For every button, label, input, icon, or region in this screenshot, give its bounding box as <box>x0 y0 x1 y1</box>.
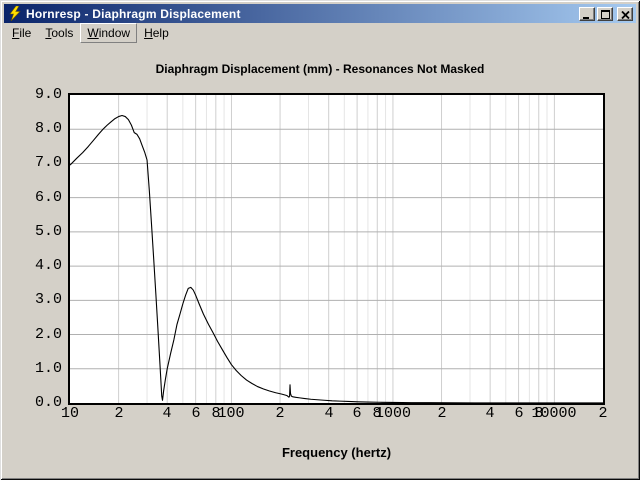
displacement-curve-chart <box>68 93 605 405</box>
x-axis-title: Frequency (hertz) <box>281 445 392 460</box>
x-tick-label: 10000 <box>531 405 577 422</box>
y-tick-label: 5.0 <box>34 223 62 240</box>
title-bar[interactable]: Hornresp - Diaphragm Displacement <box>4 4 636 23</box>
menu-item-window[interactable]: Window <box>80 22 138 43</box>
y-tick-label: 9.0 <box>34 86 62 103</box>
square-outline-icon <box>600 9 610 19</box>
displacement-curve <box>69 114 603 404</box>
chart-title: Diaphragm Displacement (mm) - Resonances… <box>155 62 485 76</box>
y-tick-label: 7.0 <box>34 154 62 171</box>
y-tick-label: 4.0 <box>34 257 62 274</box>
plot-background <box>68 93 605 405</box>
x-tick-label: 4 <box>324 405 334 422</box>
lightning-bolt-icon[interactable] <box>7 6 23 22</box>
y-tick-label: 8.0 <box>34 120 62 137</box>
underscore-bar-icon <box>583 16 589 19</box>
y-tick-label: 0.0 <box>34 394 62 411</box>
x-tick-label: 8 <box>534 405 544 422</box>
y-tick-label: 3.0 <box>34 291 62 308</box>
x-tick-label: 6 <box>352 405 362 422</box>
x-tick-label: 2 <box>275 405 285 422</box>
y-tick-label: 1.0 <box>34 360 62 377</box>
x-tick-label: 6 <box>191 405 201 422</box>
close-button[interactable] <box>617 6 633 21</box>
plot-frame <box>68 93 605 405</box>
menu-bar: File Tools Window Help <box>4 22 636 43</box>
x-tick-label: 2 <box>598 405 608 422</box>
menu-item-tools[interactable]: Tools <box>45 25 74 40</box>
x-tick-label: 8 <box>372 405 382 422</box>
x-tick-label: 4 <box>485 405 495 422</box>
x-cross-icon <box>620 10 630 19</box>
menu-item-file[interactable]: File <box>12 25 32 40</box>
x-tick-label: 2 <box>114 405 124 422</box>
x-tick-label: 4 <box>162 405 172 422</box>
x-tick-label: 100 <box>217 405 245 422</box>
maximize-button[interactable] <box>597 6 613 21</box>
window-title: Hornresp - Diaphragm Displacement <box>26 6 241 21</box>
x-tick-label: 6 <box>514 405 524 422</box>
x-tick-label: 2 <box>437 405 447 422</box>
y-tick-label: 6.0 <box>34 189 62 206</box>
minimize-button[interactable] <box>579 6 595 21</box>
x-tick-label: 1000 <box>374 405 411 422</box>
x-tick-label: 8 <box>211 405 221 422</box>
y-tick-label: 2.0 <box>34 326 62 343</box>
menu-item-help[interactable]: Help <box>144 25 169 40</box>
x-tick-label: 10 <box>60 405 79 422</box>
